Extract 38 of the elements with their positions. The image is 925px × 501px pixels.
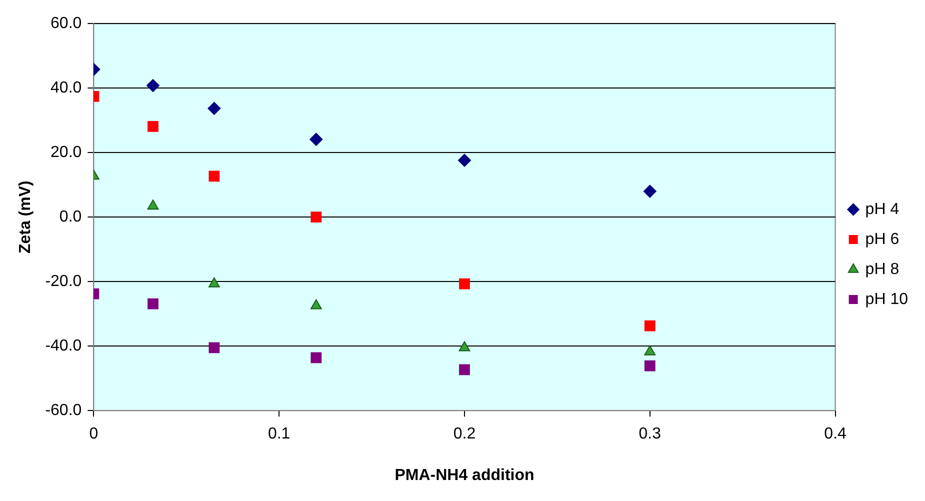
point [458, 154, 471, 167]
point [208, 277, 220, 288]
legend-label: pH 6 [865, 230, 900, 248]
y-tick-label: 60.0 [50, 15, 82, 32]
y-tick-label: -60.0 [45, 402, 82, 420]
point [146, 79, 160, 92]
y-tick-label: 20.0 [50, 144, 82, 162]
point [310, 299, 322, 310]
point [459, 364, 470, 376]
legend-label: pH 8 [865, 260, 900, 278]
point [148, 298, 158, 310]
x-axis-title: PMA-NH4 addition [394, 466, 534, 484]
y-tick-label: 0.0 [59, 208, 82, 226]
point [644, 320, 656, 332]
point [310, 212, 322, 223]
x-tick-label: 0.2 [453, 426, 476, 443]
y-tick-label: -20.0 [45, 273, 82, 290]
y-tick-label: -40.0 [45, 338, 82, 355]
point [147, 200, 159, 210]
x-tick-label: 0.1 [268, 426, 290, 443]
point [208, 102, 221, 115]
y-axis-title: Zeta (mV) [17, 180, 34, 254]
y-tick-label: 40.0 [50, 80, 82, 97]
x-tick-label: 0 [89, 426, 98, 443]
legend-label: pH 4 [865, 200, 900, 218]
point [208, 342, 220, 354]
x-tick-label: 0.3 [638, 426, 662, 443]
point [643, 184, 656, 198]
x-tick-label: 0.4 [824, 426, 847, 443]
point [208, 170, 220, 182]
point [644, 345, 656, 356]
point [310, 132, 323, 146]
point [148, 121, 158, 132]
point [310, 352, 322, 364]
point [644, 360, 656, 372]
point [458, 341, 470, 352]
point [459, 278, 470, 290]
legend-label: pH 10 [865, 290, 908, 308]
